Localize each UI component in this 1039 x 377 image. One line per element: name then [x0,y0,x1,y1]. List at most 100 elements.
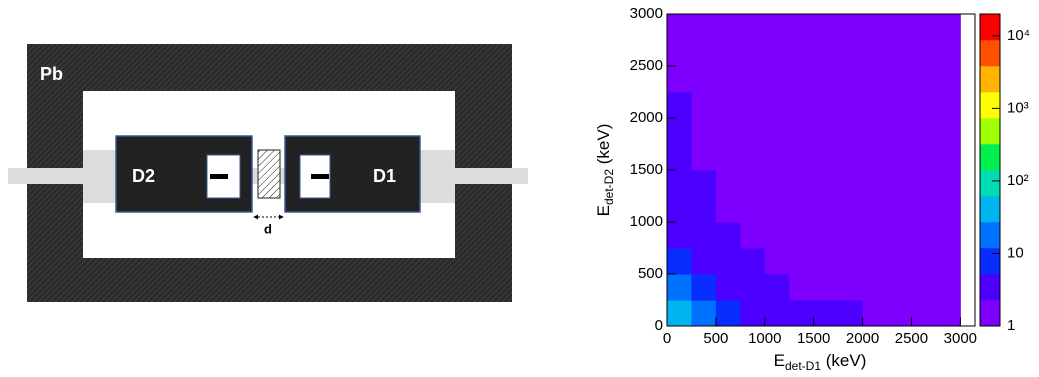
shield-label: Pb [40,64,63,84]
heatmap-cell [935,300,961,327]
y-axis-title: Edet-D2 (keV) [594,124,616,217]
colorbar-tick-label: 10 [1007,244,1024,261]
heatmap-cell [838,66,864,93]
heatmap-cell [715,118,741,145]
heatmap-cell [911,40,937,67]
heatmap-cell [887,170,912,197]
heatmap-cell [887,300,912,327]
heatmap-cell [691,66,717,93]
y-tick-label: 0 [655,317,663,334]
heatmap-cell [813,40,839,67]
heatmap-cell [667,170,692,197]
y-axis-title-unit: (keV) [594,124,613,169]
heatmap-cell [667,14,692,41]
heatmap-cell [887,144,912,171]
holder [83,150,118,203]
heatmap-cell [862,92,888,119]
heatmap-cell [838,144,864,171]
heatmap-cell [862,170,888,197]
heatmap-cell [691,222,717,249]
heatmap-cell [715,274,741,301]
y-axis-title-sub: det-D2 [602,169,616,205]
heatmap-cell [887,274,912,301]
heatmap-cell [715,196,741,223]
heatmap-cell [789,118,815,145]
x-tick-label: 500 [703,330,728,347]
heatmap-cell [691,40,717,67]
heatmap-cell [715,40,741,67]
heatmap-cell [667,66,692,93]
heatmap-cell [862,300,888,327]
heatmap-cell [789,248,815,275]
heatmap-cell [887,196,912,223]
heatmap-cell [911,118,937,145]
heatmap-cell [715,248,741,275]
heatmap-cell [789,14,815,41]
x-axis-title-unit: (keV) [821,351,866,370]
heatmap-cell [740,248,766,275]
heatmap-cell [838,40,864,67]
colorbar-segment [980,118,1000,145]
y-tick-label: 1500 [630,161,663,178]
heatmap-cell [667,222,692,249]
heatmap-cell [764,196,790,223]
heatmap-cell [764,300,790,327]
heatmap-cell [789,300,815,327]
colorbar-segment [980,40,1000,67]
heatmap-cell [715,14,741,41]
heatmap-cell [740,66,766,93]
heatmap-cell [764,66,790,93]
heatmap-cell [764,248,790,275]
heatmap-cell [789,196,815,223]
heatmap-cell [813,170,839,197]
y-tick-label: 2000 [630,109,663,126]
heatmap-cell [691,274,717,301]
colorbar-tick-label: 10² [1007,172,1029,189]
heatmap-cell [862,248,888,275]
x-tick-label: 0 [663,330,671,347]
heatmap-cell [813,274,839,301]
heatmap-cell [935,66,961,93]
heatmap-cell [691,118,717,145]
colorbar-segment [980,222,1000,249]
heatmap-cell [813,222,839,249]
heatmap-cell [813,66,839,93]
heatmap-cell [667,118,692,145]
heatmap-cell [911,222,937,249]
heatmap-cell [935,196,961,223]
heatmap-cell [667,196,692,223]
heatmap-cell [789,222,815,249]
heatmap-cell [764,40,790,67]
y-tick-label: 500 [638,265,663,282]
heatmap-cell [911,170,937,197]
heatmap-cell [789,66,815,93]
colorbar-segment [980,14,1000,41]
heatmap-cell [935,170,961,197]
heatmap-cell [764,14,790,41]
heatmap-cell [935,14,961,41]
heatmap-cell [813,300,839,327]
crystal [311,174,329,179]
colorbar-segment [980,274,1000,301]
heatmap-cell [838,14,864,41]
heatmap-cell [887,222,912,249]
heatmap-cell [813,14,839,41]
colorbar-segment [980,144,1000,171]
heatmap-cell [838,196,864,223]
heatmap-cell [862,66,888,93]
heatmap-cell [838,92,864,119]
heatmap-cell [667,144,692,171]
heatmap-cell [789,40,815,67]
heatmap-cell [935,222,961,249]
heatmap-cell [911,248,937,275]
heatmap-cell [740,92,766,119]
detector-label: D1 [373,166,396,186]
heatmap-cell [764,274,790,301]
heatmap-cell [887,92,912,119]
heatmap-cell [838,300,864,327]
heatmap-cell [740,300,766,327]
heatmap-cell [862,144,888,171]
x-tick-label: 1000 [748,330,781,347]
heatmap-cell [764,92,790,119]
